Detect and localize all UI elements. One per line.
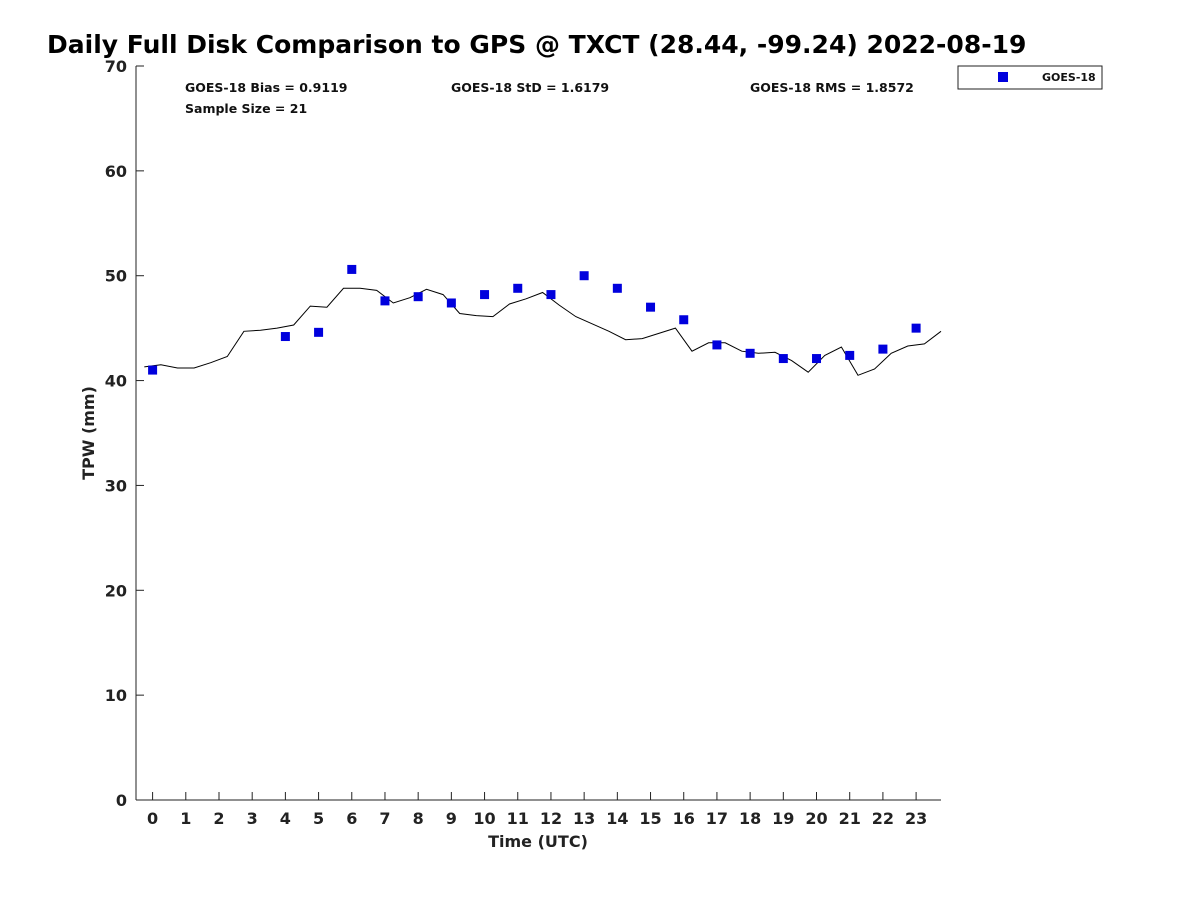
y-tick-label: 10 xyxy=(105,686,127,705)
goes-18-marker xyxy=(878,344,888,354)
y-tick-label: 50 xyxy=(105,267,127,286)
x-tick-label: 20 xyxy=(805,809,827,828)
y-tick-label: 30 xyxy=(105,476,127,495)
x-tick-label: 10 xyxy=(473,809,495,828)
goes-18-marker xyxy=(380,296,390,306)
x-tick-label: 9 xyxy=(446,809,457,828)
goes-18-marker xyxy=(314,327,324,337)
line-layer xyxy=(144,287,942,376)
std-stat: GOES-18 StD = 1.6179 xyxy=(451,80,609,95)
sample-size-stat: Sample Size = 21 xyxy=(185,101,307,116)
gps-line xyxy=(144,287,942,376)
y-tick-label: 70 xyxy=(105,57,127,76)
goes-18-marker xyxy=(579,271,589,281)
x-tick-label: 18 xyxy=(739,809,761,828)
legend-label: GOES-18 xyxy=(1042,71,1096,84)
goes-18-marker xyxy=(612,283,622,293)
goes-18-marker xyxy=(712,340,722,350)
goes-18-marker xyxy=(845,350,855,360)
x-tick-label: 3 xyxy=(247,809,258,828)
goes-18-marker xyxy=(812,354,822,364)
goes-18-marker xyxy=(148,365,158,375)
x-tick-label: 0 xyxy=(147,809,158,828)
goes-18-marker xyxy=(480,290,490,300)
x-tick-label: 12 xyxy=(540,809,562,828)
x-tick-label: 22 xyxy=(872,809,894,828)
goes-18-marker xyxy=(911,323,921,333)
x-tick-label: 17 xyxy=(706,809,728,828)
goes-18-marker xyxy=(679,315,689,325)
goes-18-marker xyxy=(280,332,290,342)
x-tick-label: 6 xyxy=(346,809,357,828)
x-tick-label: 4 xyxy=(280,809,291,828)
y-axis-label: TPW (mm) xyxy=(79,386,98,480)
x-tick-label: 11 xyxy=(507,809,529,828)
goes-18-marker xyxy=(513,283,523,293)
x-tick-label: 1 xyxy=(180,809,191,828)
legend: GOES-18 xyxy=(957,65,1103,90)
y-tick-label: 60 xyxy=(105,162,127,181)
legend-marker xyxy=(998,72,1008,82)
x-tick-label: 15 xyxy=(639,809,661,828)
bias-stat: GOES-18 Bias = 0.9119 xyxy=(185,80,347,95)
goes-18-marker xyxy=(778,354,788,364)
rms-stat: GOES-18 RMS = 1.8572 xyxy=(750,80,914,95)
x-tick-label: 5 xyxy=(313,809,324,828)
x-tick-label: 19 xyxy=(772,809,794,828)
goes-18-marker xyxy=(347,264,357,274)
x-tick-label: 8 xyxy=(413,809,424,828)
x-tick-label: 2 xyxy=(213,809,224,828)
x-tick-label: 7 xyxy=(379,809,390,828)
x-axis-label: Time (UTC) xyxy=(488,832,588,851)
x-tick-label: 16 xyxy=(673,809,695,828)
y-tick-label: 40 xyxy=(105,372,127,391)
goes-18-marker xyxy=(745,348,755,358)
marker-layer xyxy=(148,264,921,375)
x-tick-label: 14 xyxy=(606,809,628,828)
y-tick-label: 0 xyxy=(116,791,127,810)
goes-18-marker xyxy=(646,302,656,312)
x-tick-label: 23 xyxy=(905,809,927,828)
x-tick-label: 13 xyxy=(573,809,595,828)
chart-title: Daily Full Disk Comparison to GPS @ TXCT… xyxy=(47,30,1027,59)
y-tick-label: 20 xyxy=(105,581,127,600)
x-tick-label: 21 xyxy=(839,809,861,828)
goes-18-marker xyxy=(546,290,556,300)
goes-18-marker xyxy=(413,292,423,302)
goes-18-marker xyxy=(446,298,456,308)
legend-box xyxy=(957,65,1103,90)
